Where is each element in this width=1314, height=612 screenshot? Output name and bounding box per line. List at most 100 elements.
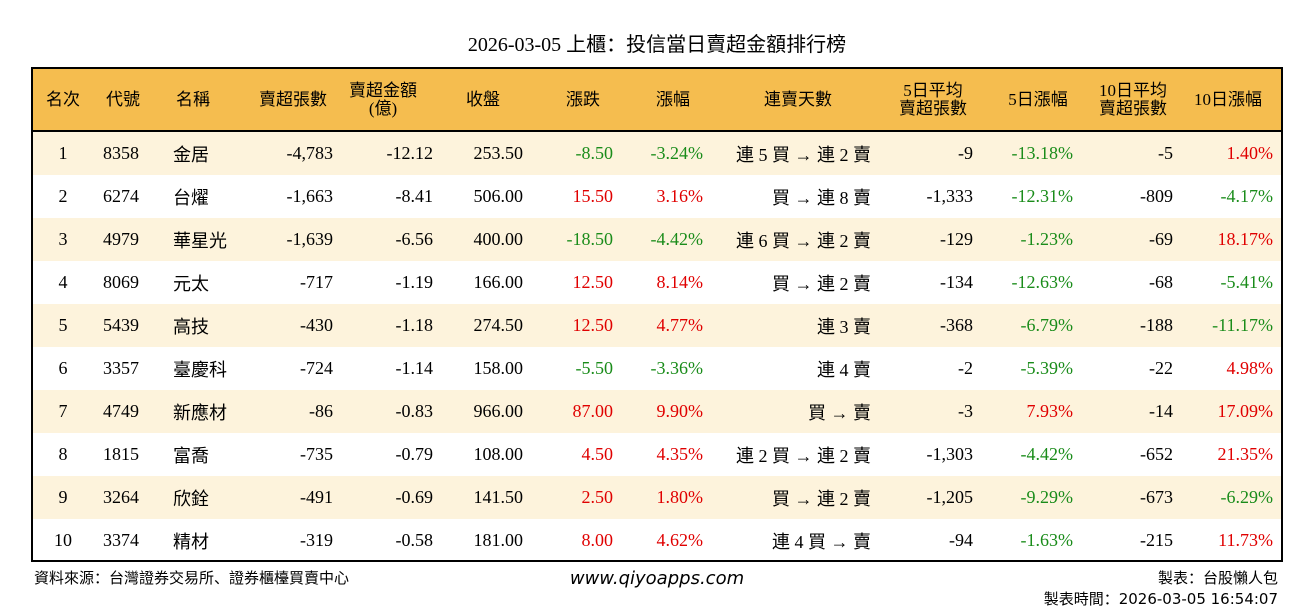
cell-change: 4.50 xyxy=(581,444,614,464)
page-title: 2026-03-05 上櫃：投信當日賣超金額排行榜 xyxy=(467,34,847,56)
cell-change: 12.50 xyxy=(572,315,614,335)
cell-name: 富喬 xyxy=(173,445,209,466)
header-label: 5日平均 xyxy=(903,80,963,100)
cell-change-pct: 3.16% xyxy=(656,186,704,206)
header-label: (億) xyxy=(368,98,398,118)
cell-code: 3374 xyxy=(103,530,139,550)
header-label: 代號 xyxy=(106,89,140,109)
cell-net-sell-shares: -4,783 xyxy=(286,143,334,163)
header-pct10: 10日漲幅 xyxy=(1178,69,1278,130)
header-label: 連賣天數 xyxy=(764,89,832,109)
website-link[interactable]: www.qiyoapps.com xyxy=(569,568,745,589)
cell-avg10-sell: -673 xyxy=(1140,487,1173,507)
cell-change: 8.00 xyxy=(581,530,614,550)
cell-change-pct: 4.35% xyxy=(656,444,704,464)
cell-streak: 買 → 連 8 賣 xyxy=(772,187,871,208)
cell-change-pct: 8.14% xyxy=(656,272,704,292)
cell-code: 4979 xyxy=(103,229,139,249)
cell-avg5-sell: -3 xyxy=(958,401,973,421)
table-row: 10 3374 精材 -319 -0.58 181.00 8.00 4.62% 連 4 買 → … xyxy=(33,519,1281,562)
cell-change-pct: -3.24% xyxy=(650,143,704,163)
cell-name: 華星光 xyxy=(173,230,227,251)
cell-streak: 連 2 買 → 連 2 賣 xyxy=(736,445,871,466)
cell-pct10: 11.73% xyxy=(1218,530,1273,550)
data-source: 資料來源：台灣證券交易所、證券櫃檯買賣中心 xyxy=(34,569,350,587)
cell-avg10-sell: -5 xyxy=(1158,143,1173,163)
cell-avg10-sell: -809 xyxy=(1140,186,1173,206)
cell-pct10: 1.40% xyxy=(1226,143,1274,163)
cell-close: 158.00 xyxy=(473,358,524,378)
cell-avg5-sell: -2 xyxy=(958,358,973,378)
cell-net-sell-shares: -724 xyxy=(300,358,333,378)
cell-pct5: -9.29% xyxy=(1020,487,1074,507)
cell-change-pct: 4.77% xyxy=(656,315,704,335)
cell-pct5: 7.93% xyxy=(1026,401,1074,421)
cell-name: 台燿 xyxy=(173,187,209,208)
cell-name: 欣銓 xyxy=(173,488,209,509)
cell-close: 506.00 xyxy=(473,186,524,206)
table-row: 6 3357 臺慶科 -724 -1.14 158.00 -5.50 -3.36% 連 4 賣 -… xyxy=(33,347,1281,390)
cell-close: 966.00 xyxy=(473,401,524,421)
cell-net-sell-amount: -8.41 xyxy=(395,186,434,206)
cell-avg10-sell: -215 xyxy=(1140,530,1173,550)
cell-pct10: -5.41% xyxy=(1220,272,1274,292)
cell-name: 新應材 xyxy=(173,402,227,423)
header-change-pct: 漲幅 xyxy=(633,69,713,130)
table-row: 1 8358 金居 -4,783 -12.12 253.50 -8.50 -3.24% 連 5 … xyxy=(33,132,1281,175)
table-row: 2 6274 台燿 -1,663 -8.41 506.00 15.50 3.16% 買 → 連 … xyxy=(33,175,1281,218)
cell-avg5-sell: -1,333 xyxy=(926,186,974,206)
cell-change: 2.50 xyxy=(581,487,614,507)
cell-avg5-sell: -129 xyxy=(940,229,973,249)
cell-change-pct: 1.80% xyxy=(656,487,704,507)
header-label: 收盤 xyxy=(466,89,500,109)
cell-net-sell-amount: -0.69 xyxy=(395,487,434,507)
header-label: 10日平均 xyxy=(1099,80,1167,100)
cell-pct5: -1.23% xyxy=(1020,229,1074,249)
cell-net-sell-amount: -1.19 xyxy=(395,272,434,292)
cell-pct10: 18.17% xyxy=(1217,229,1274,249)
cell-streak: 連 4 賣 xyxy=(817,359,871,380)
table-header: 名次 代號 名稱 賣超張數 賣超金額 (億) 收盤 漲跌 漲幅 連賣天數 5日平均 賣超張數 5日漲幅 1… xyxy=(33,69,1281,132)
cell-close: 108.00 xyxy=(473,444,524,464)
cell-change: -18.50 xyxy=(566,229,614,249)
header-label: 賣超張數 xyxy=(899,98,967,118)
cell-name: 金居 xyxy=(173,144,209,165)
cell-pct10: -4.17% xyxy=(1220,186,1274,206)
maker: 製表：台股懶人包 xyxy=(1157,569,1278,587)
header-avg10-sell: 10日平均 賣超張數 xyxy=(1083,69,1183,130)
header-close: 收盤 xyxy=(443,69,523,130)
cell-pct5: -5.39% xyxy=(1020,358,1074,378)
header-label: 賣超張數 xyxy=(1099,98,1167,118)
cell-code: 4749 xyxy=(103,401,139,421)
cell-change: -8.50 xyxy=(575,143,614,163)
cell-rank: 8 xyxy=(58,444,68,464)
cell-code: 3357 xyxy=(103,358,139,378)
cell-pct10: 4.98% xyxy=(1226,358,1274,378)
header-label: 名次 xyxy=(46,89,80,109)
cell-pct10: 21.35% xyxy=(1217,444,1274,464)
made-time: 製表時間：2026-03-05 16:54:07 xyxy=(1043,590,1278,608)
cell-rank: 5 xyxy=(58,315,68,335)
cell-change-pct: 9.90% xyxy=(656,401,704,421)
cell-net-sell-amount: -0.83 xyxy=(395,401,434,421)
header-name: 名稱 xyxy=(168,69,218,130)
cell-name: 高技 xyxy=(173,316,209,337)
cell-rank: 3 xyxy=(58,229,68,249)
cell-net-sell-amount: -6.56 xyxy=(395,229,434,249)
cell-streak: 連 6 買 → 連 2 賣 xyxy=(736,230,871,251)
cell-rank: 1 xyxy=(58,143,68,163)
table-row: 8 1815 富喬 -735 -0.79 108.00 4.50 4.35% 連 2 買 → 連… xyxy=(33,433,1281,476)
cell-close: 274.50 xyxy=(473,315,524,335)
table-row: 3 4979 華星光 -1,639 -6.56 400.00 -18.50 -4.42% 連 6… xyxy=(33,218,1281,261)
cell-net-sell-shares: -1,663 xyxy=(286,186,334,206)
cell-avg5-sell: -368 xyxy=(940,315,973,335)
cell-avg5-sell: -1,303 xyxy=(926,444,974,464)
header-net-sell-shares: 賣超張數 xyxy=(243,69,343,130)
cell-code: 8358 xyxy=(103,143,139,163)
cell-avg5-sell: -9 xyxy=(958,143,973,163)
cell-pct10: 17.09% xyxy=(1217,401,1274,421)
cell-avg5-sell: -1,205 xyxy=(926,487,974,507)
cell-pct5: -1.63% xyxy=(1020,530,1074,550)
cell-rank: 6 xyxy=(58,358,68,378)
cell-rank: 7 xyxy=(58,401,68,421)
